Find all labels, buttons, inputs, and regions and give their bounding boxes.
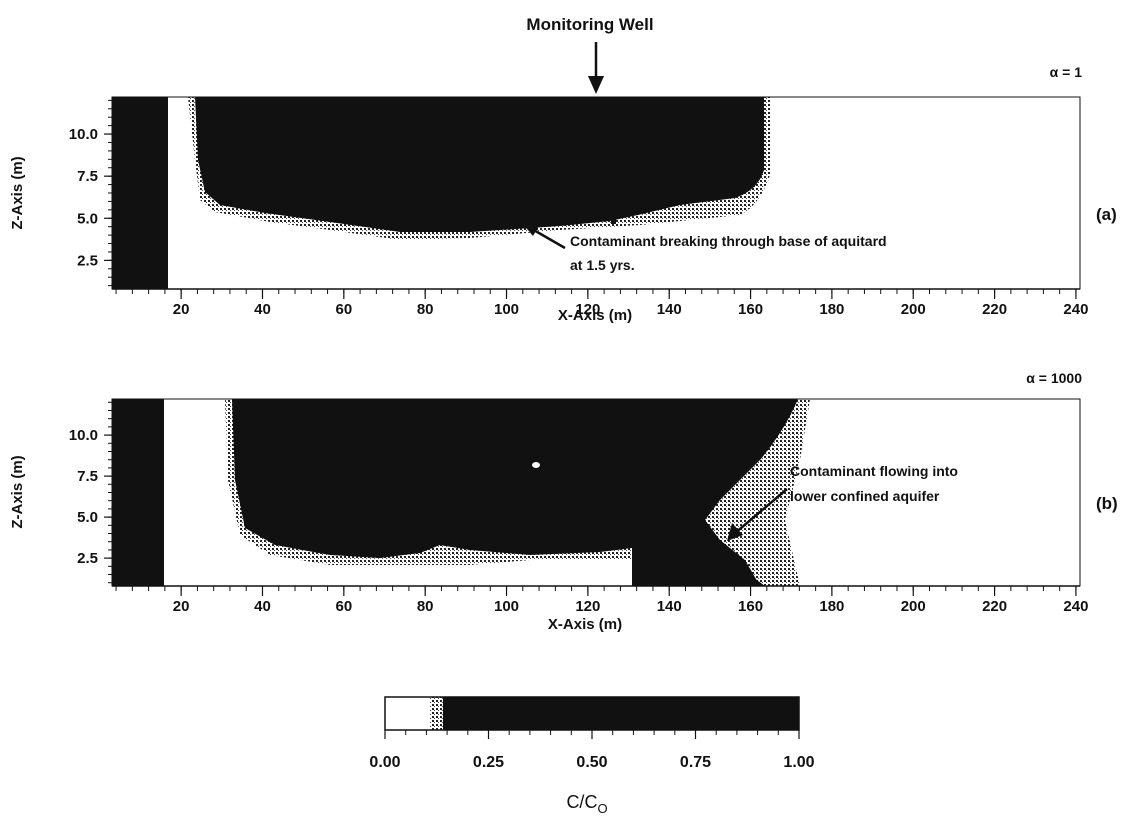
panel-a-alpha-label: α = 1 <box>1050 64 1083 80</box>
panel-a-y-ticks: 2.5 5.0 7.5 10.0 <box>69 99 112 287</box>
monitoring-well-label: Monitoring Well <box>526 15 653 34</box>
colorbar-title: C/CO <box>566 792 607 816</box>
panel-a-label: (a) <box>1096 205 1117 224</box>
x-tick-label: 20 <box>173 598 190 615</box>
y-tick-label: 5.0 <box>77 509 98 526</box>
panel-a-heatmap <box>112 97 770 289</box>
y-tick-label: 10.0 <box>69 126 98 143</box>
x-tick-label: 120 <box>575 598 600 615</box>
x-tick-label: 120 <box>575 301 600 318</box>
panel-b-label: (b) <box>1096 494 1118 513</box>
x-tick-label: 140 <box>657 301 682 318</box>
x-tick-label: 200 <box>901 598 926 615</box>
panel-b-x-ticks: 20 40 60 80 100 120 140 160 180 200 220 240 <box>115 586 1088 615</box>
colorbar-tick-label: 1.00 <box>783 754 814 771</box>
panel-a: 20 40 60 80 100 120 140 160 180 200 220 240 2.5 5.0 7… <box>9 64 1117 324</box>
x-tick-label: 160 <box>738 301 763 318</box>
y-tick-label: 7.5 <box>77 468 98 485</box>
x-tick-label: 240 <box>1063 598 1088 615</box>
x-tick-label: 240 <box>1063 301 1088 318</box>
x-tick-label: 100 <box>494 301 519 318</box>
panel-a-annotation: Contaminant breaking through base of aqu… <box>522 223 887 273</box>
x-tick-label: 160 <box>738 598 763 615</box>
x-tick-label: 60 <box>335 598 352 615</box>
panel-b: 20 40 60 80 100 120 140 160 180 200 220 240 2.5 5.0 7… <box>9 370 1118 633</box>
x-tick-label: 40 <box>254 598 271 615</box>
panel-b-annotation-line2: lower confined aquifer <box>790 488 940 504</box>
x-tick-label: 180 <box>819 598 844 615</box>
x-tick-label: 220 <box>982 598 1007 615</box>
panel-a-x-ticks: 20 40 60 80 100 120 140 160 180 200 220 240 <box>115 289 1088 318</box>
colorbar-tick-label: 0.25 <box>473 754 504 771</box>
colorbar-tick-label: 0.50 <box>576 754 607 771</box>
panel-b-annotation-line1: Contaminant flowing into <box>790 463 958 479</box>
panel-a-annotation-line1: Contaminant breaking through base of aqu… <box>570 233 887 249</box>
colorbar-ticks: 0.00 0.25 0.50 0.75 1.00 <box>369 730 815 771</box>
x-tick-label: 40 <box>254 301 271 318</box>
colorbar-tick-label: 0.00 <box>369 754 400 771</box>
colorbar-title-main: C/C <box>566 792 597 812</box>
panel-a-x-axis-label: X-Axis (m) <box>558 307 632 324</box>
colorbar-tick-label: 0.75 <box>680 754 711 771</box>
colorbar: 0.00 0.25 0.50 0.75 1.00 C/CO <box>369 696 815 816</box>
x-tick-label: 80 <box>417 301 434 318</box>
panel-a-y-axis-label: Z-Axis (m) <box>9 156 26 229</box>
panel-b-y-ticks: 2.5 5.0 7.5 10.0 <box>69 401 112 584</box>
x-tick-label: 200 <box>901 301 926 318</box>
panel-b-x-axis-label: X-Axis (m) <box>548 616 622 633</box>
colorbar-title-sub: O <box>597 801 607 816</box>
panel-b-alpha-label: α = 1000 <box>1026 370 1082 386</box>
panel-b-annotation: Contaminant flowing into lower confined … <box>727 463 958 541</box>
panel-b-heatmap <box>112 399 810 586</box>
x-tick-label: 220 <box>982 301 1007 318</box>
y-tick-label: 2.5 <box>77 252 98 269</box>
y-tick-label: 10.0 <box>69 427 98 444</box>
x-tick-label: 80 <box>417 598 434 615</box>
y-tick-label: 2.5 <box>77 550 98 567</box>
x-tick-label: 60 <box>335 301 352 318</box>
x-tick-label: 100 <box>494 598 519 615</box>
panel-b-y-axis-label: Z-Axis (m) <box>9 455 26 528</box>
x-tick-label: 180 <box>819 301 844 318</box>
x-tick-label: 140 <box>657 598 682 615</box>
x-tick-label: 20 <box>173 301 190 318</box>
panel-a-annotation-line2: at 1.5 yrs. <box>570 257 635 273</box>
monitoring-well-arrow <box>588 42 604 94</box>
y-tick-label: 5.0 <box>77 210 98 227</box>
y-tick-label: 7.5 <box>77 168 98 185</box>
